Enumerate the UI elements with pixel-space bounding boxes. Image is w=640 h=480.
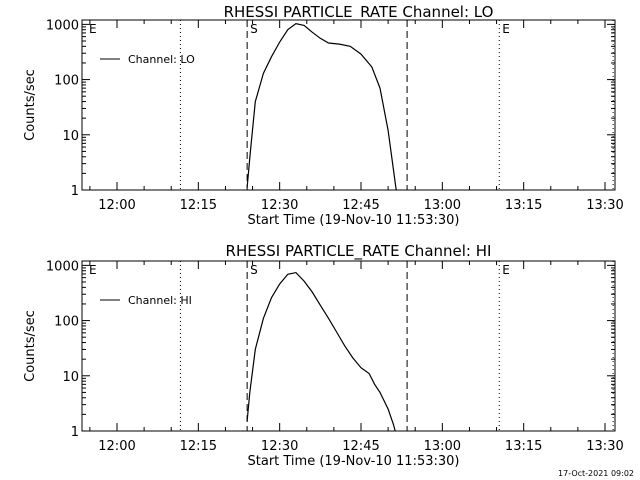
x-tick-label: 12:30 [261, 198, 298, 213]
y-tick-label: 100 [54, 315, 79, 330]
x-tick-label: 12:00 [98, 439, 135, 454]
x-tick-label: 12:00 [98, 198, 135, 213]
series-line [246, 23, 397, 191]
y-axis-label: Counts/sec [23, 69, 38, 141]
x-axis-label: Start Time (19-Nov-10 11:53:30) [248, 454, 460, 469]
plot-frame [81, 260, 616, 432]
x-tick-label: 13:30 [586, 198, 623, 213]
y-tick-label: 10 [62, 370, 79, 385]
series-line [246, 271, 396, 432]
x-tick-label: 12:45 [342, 198, 379, 213]
y-tick-label: 1 [71, 184, 79, 199]
chart-title: RHESSI PARTICLE_RATE Channel: HI [226, 242, 492, 261]
legend-label: Channel: LO [128, 53, 195, 66]
footer-timestamp: 17-Oct-2021 09:02 [558, 469, 634, 478]
interval-marker-e: E [502, 22, 510, 36]
interval-marker-s: S [250, 263, 258, 277]
y-tick-label: 100 [54, 74, 79, 89]
y-tick-label: 1000 [46, 259, 79, 274]
plot-frame [81, 19, 616, 191]
x-axis-label: Start Time (19-Nov-10 11:53:30) [248, 213, 460, 228]
x-tick-label: 13:15 [505, 198, 542, 213]
chart-panel-2: RHESSI PARTICLE_RATE Channel: HI 1 10 100 10… [23, 242, 624, 469]
y-tick-label: 10 [62, 129, 79, 144]
y-tick-label: 1000 [46, 18, 79, 33]
x-tick-label: 12:45 [342, 439, 379, 454]
y-axis-label: Counts/sec [23, 310, 38, 382]
x-tick-label: 13:15 [505, 439, 542, 454]
interval-marker-e: E [89, 263, 97, 277]
legend-label: Channel: HI [128, 294, 192, 307]
y-tick-label: 1 [71, 425, 79, 440]
x-tick-label: 13:00 [424, 439, 461, 454]
chart-panel-1: RHESSI PARTICLE_RATE Channel: LO 1 10 100 10… [23, 3, 624, 228]
x-tick-label: 13:30 [586, 439, 623, 454]
x-tick-label: 12:15 [180, 198, 217, 213]
interval-marker-e: E [502, 263, 510, 277]
x-tick-label: 12:15 [180, 439, 217, 454]
chart-title: RHESSI PARTICLE_RATE Channel: LO [224, 3, 494, 22]
interval-marker-s: S [250, 22, 258, 36]
x-tick-label: 13:00 [424, 198, 461, 213]
chart-panels: RHESSI PARTICLE_RATE Channel: LO 1 10 100 10… [23, 3, 624, 469]
interval-marker-e: E [89, 22, 97, 36]
x-tick-label: 12:30 [261, 439, 298, 454]
